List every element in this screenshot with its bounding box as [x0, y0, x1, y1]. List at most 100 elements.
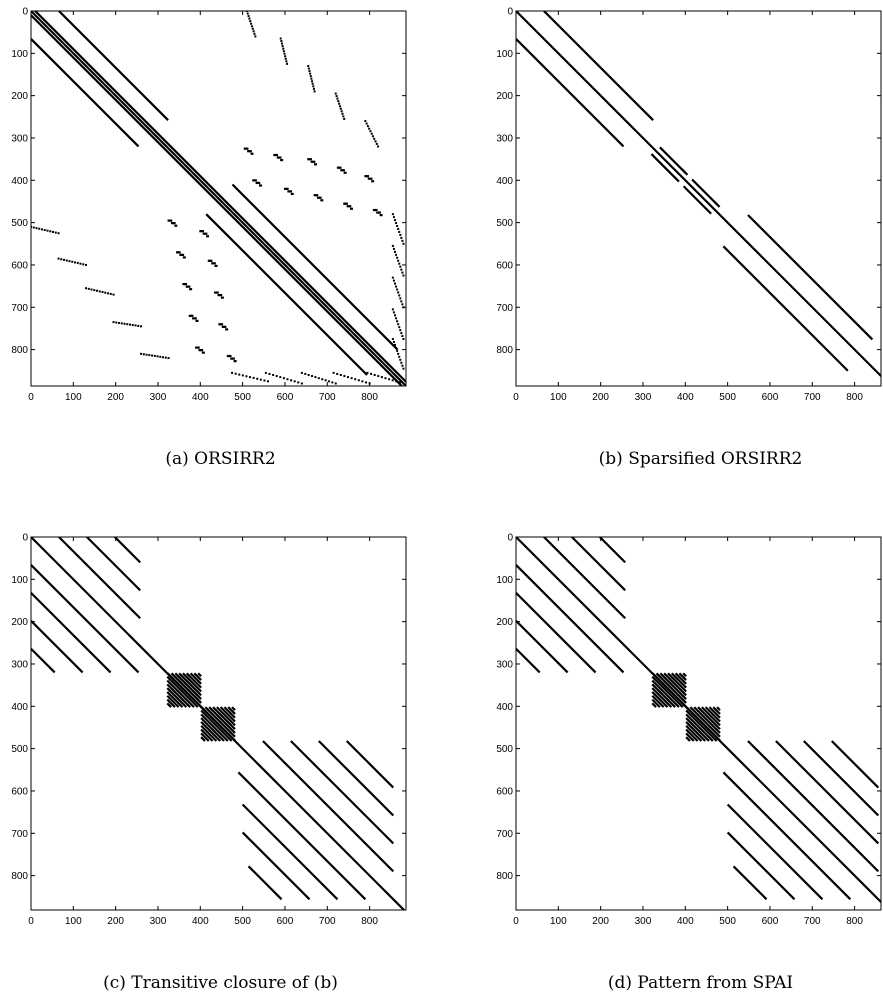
nonzero-point — [252, 179, 256, 182]
nonzero-point — [41, 228, 44, 231]
axes-frame — [515, 10, 882, 387]
nonzero-point — [181, 253, 185, 256]
panel-caption: (d) Pattern from SPAI — [608, 973, 793, 993]
nonzero-point — [392, 311, 395, 314]
nonzero-point — [397, 227, 400, 230]
nonzero-point — [348, 205, 352, 208]
y-tick-label: 600 — [11, 260, 28, 271]
nonzero-point — [311, 82, 314, 85]
nonzero-point — [131, 324, 134, 327]
nonzero-point — [251, 27, 254, 30]
nonzero-point — [317, 377, 320, 380]
hatch-line — [174, 672, 202, 700]
nonzero-point — [245, 147, 249, 150]
nonzero-point — [286, 62, 289, 65]
diagonal-line — [31, 620, 84, 674]
y-tick-label: 100 — [496, 575, 513, 586]
y-tick-label: 200 — [496, 617, 513, 628]
nonzero-point — [140, 325, 143, 328]
y-tick-label: 0 — [507, 533, 513, 544]
nonzero-point — [219, 294, 223, 297]
hatch-line — [651, 683, 676, 708]
nonzero-point — [398, 355, 401, 358]
nonzero-point — [182, 282, 186, 286]
nonzero-point — [364, 175, 368, 178]
diagonal-line — [722, 771, 852, 901]
hatch-line — [208, 706, 236, 734]
nonzero-point — [395, 285, 398, 288]
diagonal-line — [31, 14, 403, 386]
nonzero-point — [233, 360, 237, 363]
nonzero-point — [399, 329, 402, 332]
panel-caption: (a) ORSIRR2 — [165, 449, 275, 469]
x-tick-label: 500 — [719, 916, 736, 927]
nonzero-point — [142, 353, 145, 356]
hatch-line — [685, 724, 703, 742]
nonzero-point — [221, 325, 225, 328]
nonzero-point — [267, 380, 270, 383]
nonzero-point — [82, 263, 85, 266]
nonzero-point — [278, 156, 282, 159]
y-tick-label: 400 — [496, 176, 513, 187]
nonzero-point — [255, 181, 259, 185]
hatch-line — [674, 672, 687, 685]
nonzero-point — [392, 340, 395, 343]
nonzero-point — [60, 258, 63, 261]
nonzero-point — [327, 380, 330, 383]
x-tick-label: 800 — [361, 392, 378, 403]
nonzero-point — [401, 239, 404, 242]
nonzero-point — [311, 375, 314, 378]
diagonal-line — [345, 740, 395, 789]
nonzero-point — [167, 357, 170, 360]
nonzero-point — [290, 379, 293, 382]
nonzero-point — [182, 256, 186, 259]
y-tick-label: 800 — [11, 345, 28, 356]
nonzero-point — [334, 92, 337, 95]
nonzero-point — [195, 346, 199, 349]
nonzero-point — [402, 274, 405, 277]
hatch-line — [685, 732, 695, 742]
nonzero-point — [316, 196, 320, 199]
nonzero-point — [293, 380, 296, 383]
nonzero-point — [156, 355, 159, 358]
axes-frame — [30, 536, 407, 911]
hatch-line — [223, 706, 236, 719]
x-tick-label: 600 — [277, 916, 294, 927]
nonzero-point — [200, 230, 204, 233]
nonzero-point — [307, 373, 310, 376]
nonzero-point — [112, 293, 115, 296]
y-tick-label: 0 — [22, 533, 28, 544]
nonzero-point — [365, 122, 368, 125]
nonzero-point — [193, 317, 197, 320]
diagonal-line — [262, 740, 395, 873]
x-tick-label: 800 — [846, 916, 863, 927]
nonzero-point — [393, 219, 396, 222]
hatch-line — [651, 672, 687, 708]
nonzero-point — [396, 225, 399, 228]
y-tick-label: 300 — [11, 659, 28, 670]
nonzero-point — [313, 90, 316, 93]
diagonal-line — [31, 38, 140, 148]
nonzero-point — [315, 194, 319, 197]
nonzero-point — [276, 156, 280, 159]
nonzero-point — [397, 323, 400, 326]
diagonal-line — [34, 11, 406, 383]
nonzero-point — [252, 376, 255, 379]
nonzero-point — [365, 381, 368, 384]
nonzero-point — [399, 233, 402, 236]
nonzero-point — [300, 371, 303, 374]
x-tick-label: 800 — [846, 392, 863, 403]
hatch-line — [200, 732, 210, 742]
nonzero-point — [220, 296, 224, 299]
nonzero-point — [57, 232, 60, 235]
hatch-line — [651, 691, 669, 708]
hatch-line — [200, 717, 225, 742]
nonzero-point — [282, 50, 285, 53]
y-tick-label: 400 — [496, 702, 513, 713]
y-tick-label: 300 — [496, 133, 513, 144]
diagonal-line — [290, 740, 395, 845]
hatch-line — [200, 724, 218, 742]
nonzero-point — [63, 258, 66, 261]
nonzero-point — [246, 12, 249, 15]
y-tick-label: 500 — [11, 218, 28, 229]
